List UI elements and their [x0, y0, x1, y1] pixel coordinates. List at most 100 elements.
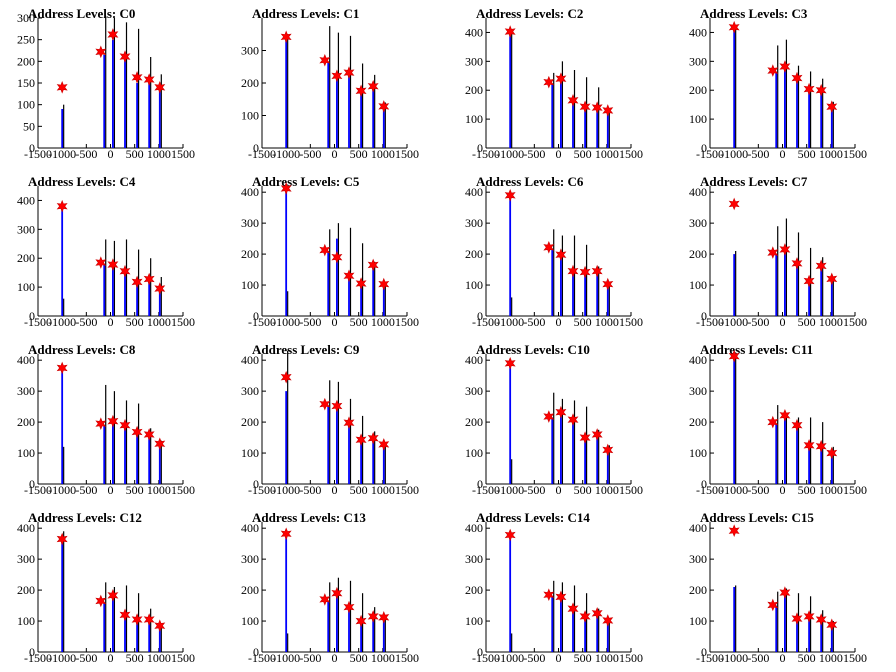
star-marker: [154, 81, 166, 94]
star-marker: [343, 416, 355, 430]
star-marker: [543, 75, 555, 89]
x-tick-label: -1000: [48, 483, 76, 497]
x-tick-label: -1500: [248, 483, 276, 497]
x-tick-label: 0: [780, 651, 786, 665]
x-tick-label: 1500: [171, 483, 195, 497]
x-tick-label: 0: [108, 147, 114, 161]
star-marker: [367, 431, 379, 445]
star-marker: [131, 275, 143, 289]
star-marker: [119, 264, 131, 278]
chart-title: Address Levels: C12: [28, 510, 142, 525]
x-tick-label: -1500: [248, 651, 276, 665]
y-tick-label: 200: [17, 251, 35, 265]
x-tick-label: 1000: [595, 315, 619, 329]
x-tick-label: 500: [350, 651, 368, 665]
chart-svg: 0 100 200 300 400 -1500-1000 -500 0 500 1000 1500: [241, 182, 419, 329]
star-marker: [378, 438, 390, 451]
x-tick-label: -500: [299, 651, 321, 665]
x-tick-label: 1000: [147, 315, 171, 329]
x-tick-label: -1000: [496, 483, 524, 497]
star-marker: [728, 524, 740, 537]
x-tick-label: 0: [556, 483, 562, 497]
star-marker: [815, 613, 827, 626]
x-tick-label: 500: [798, 147, 816, 161]
y-tick-label: 400: [465, 353, 483, 367]
y-tick-label: 0: [477, 309, 483, 323]
x-tick-label: 0: [332, 147, 338, 161]
y-tick-label: 400: [689, 521, 707, 535]
x-tick-label: -1500: [696, 315, 724, 329]
chart-panel: Address Levels: C13 0 100 200 300 400 -1500 -10…: [224, 504, 448, 672]
x-tick-label: -500: [747, 315, 769, 329]
y-tick-label: 100: [17, 280, 35, 294]
x-tick-label: 0: [332, 483, 338, 497]
x-tick-label: -1000: [272, 483, 300, 497]
star-marker: [803, 274, 815, 288]
chart-title: Address Levels: C14: [476, 510, 590, 525]
x-tick-label: 0: [108, 483, 114, 497]
x-tick-label: -500: [523, 315, 545, 329]
y-tick-label: 300: [17, 11, 35, 25]
star-marker: [602, 614, 614, 627]
star-marker: [555, 72, 567, 85]
y-tick-label: 300: [465, 552, 483, 566]
star-marker: [107, 28, 119, 41]
y-tick-label: 300: [465, 216, 483, 230]
star-marker: [131, 425, 143, 439]
x-tick-label: -500: [523, 651, 545, 665]
y-tick-label: 300: [241, 44, 259, 58]
x-tick-label: 1500: [619, 315, 643, 329]
y-tick-label: 300: [689, 384, 707, 398]
y-tick-label: 100: [17, 98, 35, 112]
x-tick-label: 500: [574, 315, 592, 329]
chart-svg: 0 50 100 150 200 250 300 -1500-1000 -500 0 500 1000…: [17, 11, 195, 161]
x-tick-label: -1500: [472, 147, 500, 161]
chart-panel: Address Levels: C5 0 100 200 300 400 -1500 -100…: [224, 168, 448, 336]
star-marker: [591, 264, 603, 278]
y-tick-label: 100: [689, 614, 707, 628]
x-tick-label: 500: [350, 315, 368, 329]
star-marker: [567, 602, 579, 615]
star-marker: [343, 269, 355, 283]
x-tick-label: -1000: [48, 651, 76, 665]
x-tick-label: -1500: [472, 315, 500, 329]
x-tick-label: 0: [332, 315, 338, 329]
star-marker: [107, 414, 119, 428]
y-tick-label: 0: [29, 477, 35, 491]
star-marker: [779, 408, 791, 422]
star-marker: [355, 84, 367, 98]
chart-svg: 0 100 200 300 -1500-1000 -500 0 500 1000 1500: [241, 18, 419, 161]
star-marker: [343, 66, 355, 79]
star-marker: [355, 433, 367, 447]
y-tick-label: 400: [465, 521, 483, 535]
star-marker: [567, 94, 579, 107]
star-marker: [579, 610, 591, 623]
y-tick-label: 200: [241, 583, 259, 597]
y-tick-label: 100: [241, 446, 259, 460]
star-marker: [154, 282, 166, 295]
star-marker: [543, 588, 555, 602]
x-tick-label: 1000: [371, 483, 395, 497]
y-tick-label: 200: [689, 247, 707, 261]
star-marker: [728, 349, 740, 363]
chart-panel: Address Levels: C9 0 100 200 300 400 -1500 -100…: [224, 336, 448, 504]
star-marker: [56, 199, 68, 213]
chart-panel: Address Levels: C6 0 100 200 300 400 -1500 -100…: [448, 168, 672, 336]
star-marker: [543, 240, 555, 254]
star-marker: [543, 410, 555, 423]
y-tick-label: 200: [17, 415, 35, 429]
y-tick-label: 400: [241, 353, 259, 367]
star-marker: [591, 101, 603, 114]
x-tick-label: 1000: [371, 651, 395, 665]
star-marker: [367, 258, 379, 272]
star-marker: [131, 71, 143, 84]
star-marker: [791, 71, 803, 85]
x-tick-label: -1500: [24, 651, 52, 665]
x-tick-label: 1500: [395, 651, 419, 665]
y-tick-label: 200: [689, 415, 707, 429]
chart-svg: 0 100 200 300 400 -1500-1000 -500 0 500 1000 1500: [689, 185, 867, 329]
x-tick-label: 0: [556, 651, 562, 665]
star-marker: [504, 188, 516, 202]
x-tick-label: -1500: [24, 147, 52, 161]
star-marker: [319, 53, 331, 67]
